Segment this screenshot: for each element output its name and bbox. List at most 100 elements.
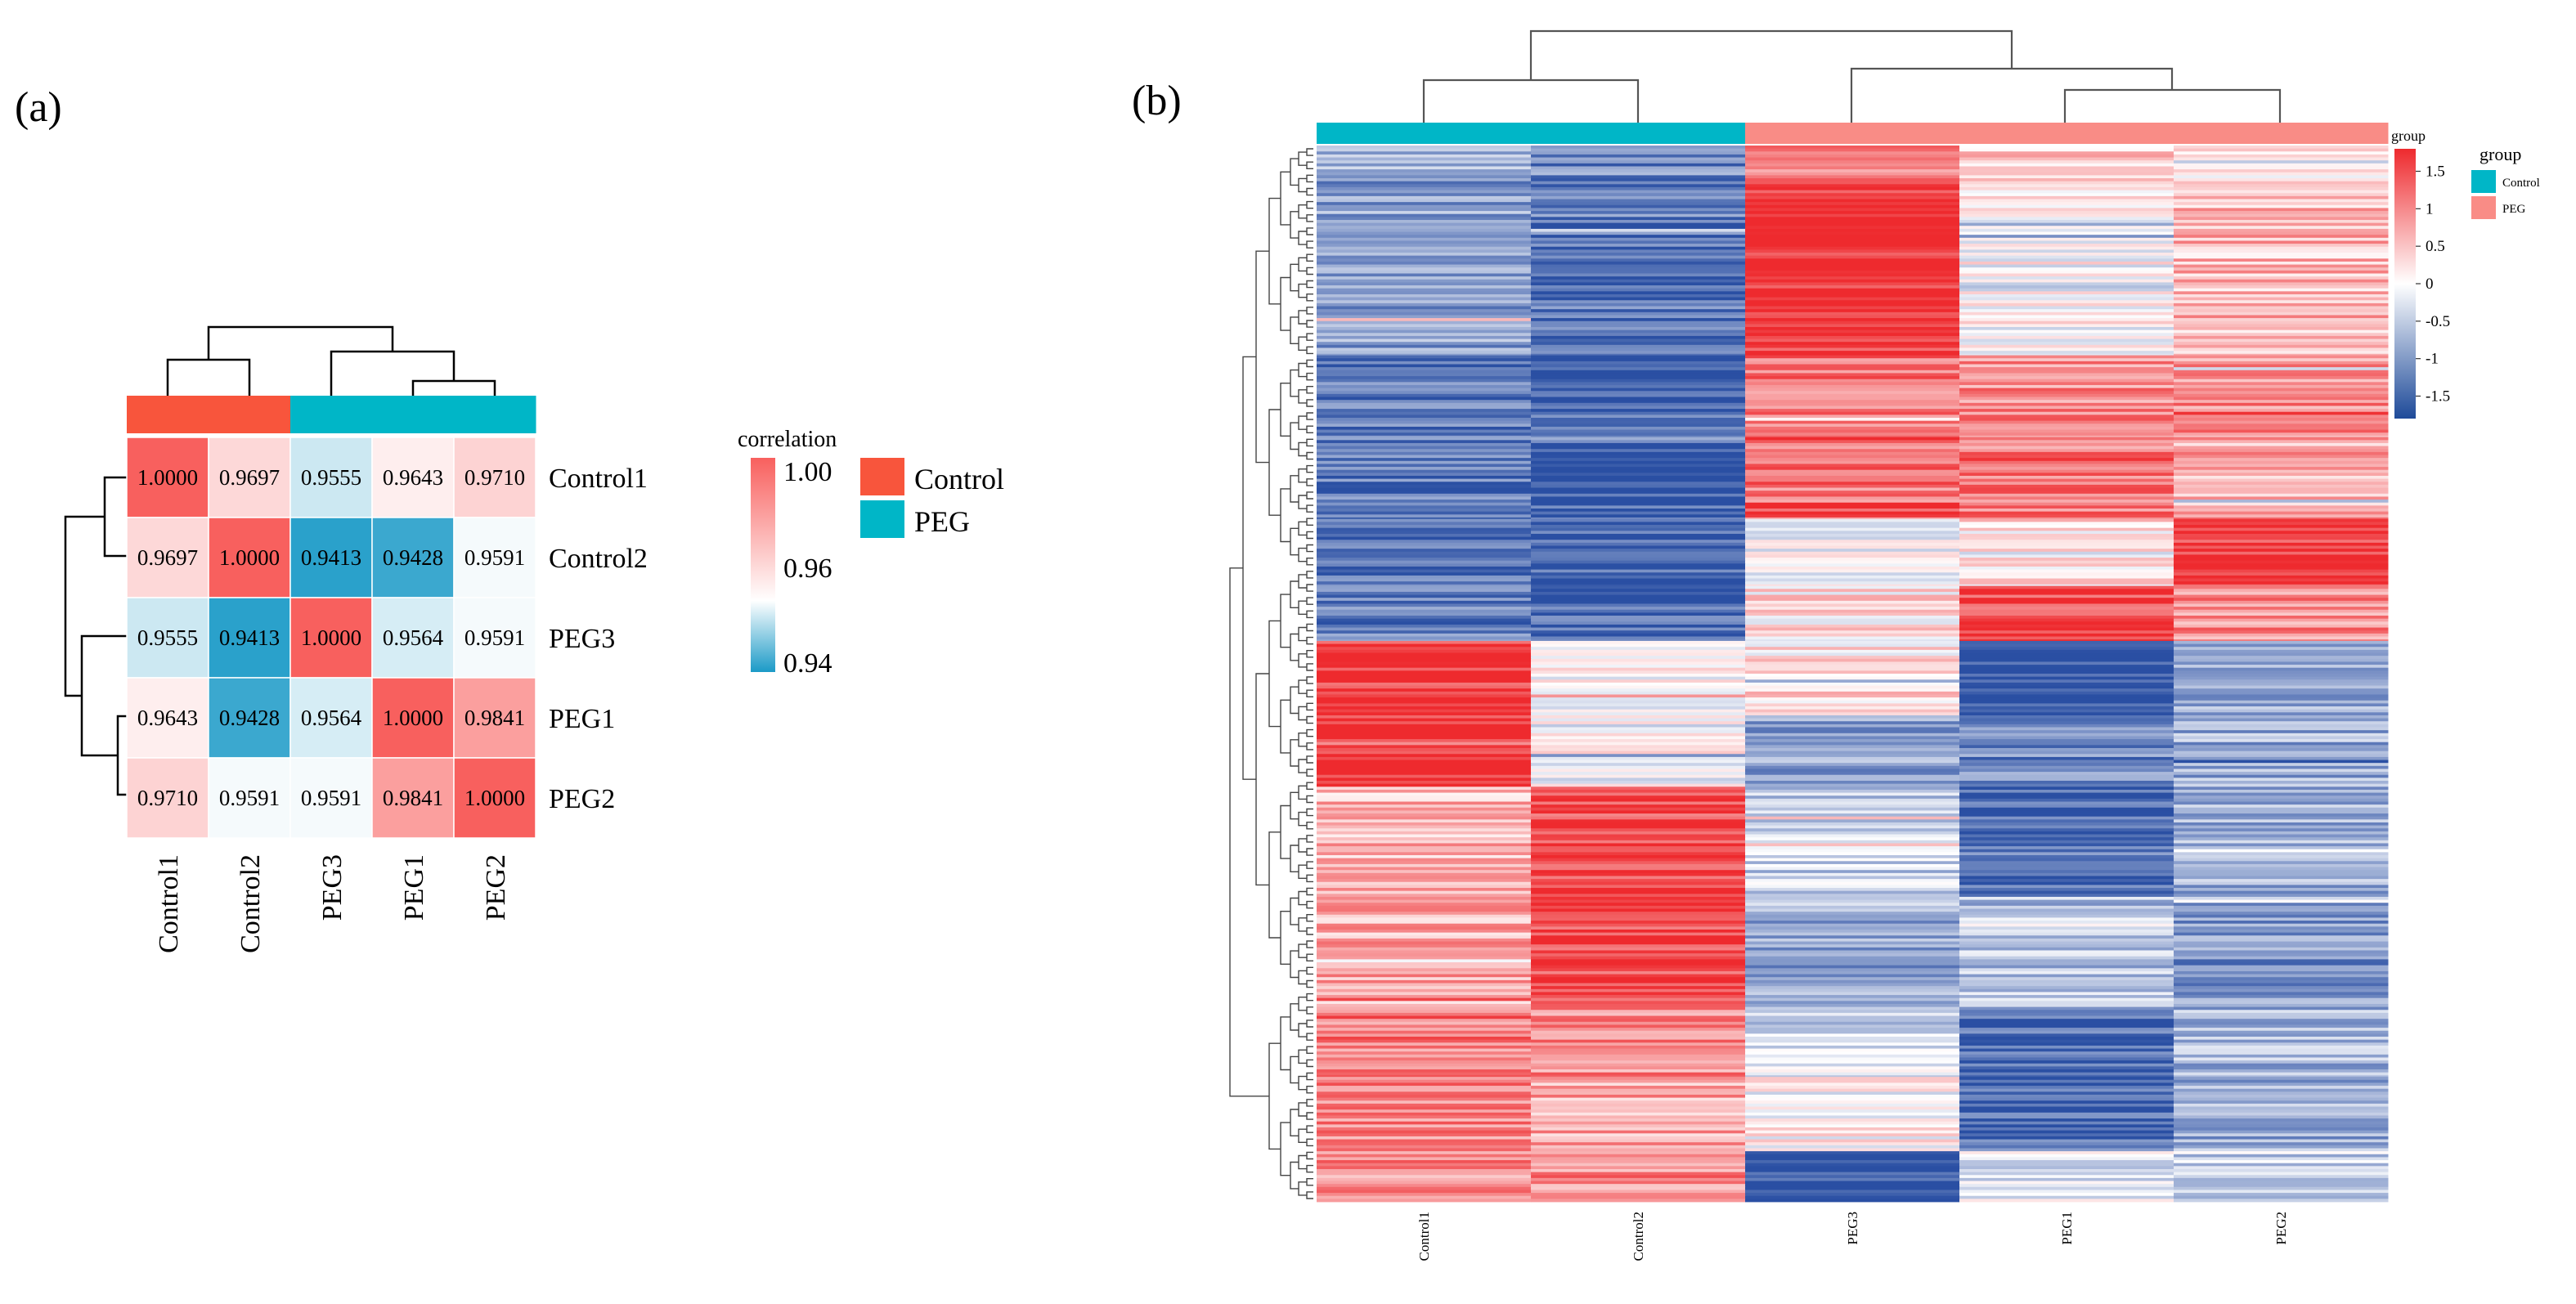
heatmap-stripe	[1531, 199, 1746, 203]
heatmap-stripe	[1745, 484, 1960, 488]
heatmap-stripe	[1745, 685, 1960, 689]
heatmap-stripe	[2174, 320, 2389, 325]
heatmap-cell	[126, 677, 209, 759]
heatmap-stripe	[1531, 496, 1746, 500]
heatmap-stripe	[1745, 801, 1960, 805]
heatmap-stripe	[1745, 496, 1960, 500]
heatmap-stripe	[1531, 327, 1746, 331]
heatmap-stripe	[1317, 1181, 1532, 1185]
heatmap-stripe	[1959, 302, 2174, 307]
heatmap-stripe	[2174, 473, 2389, 477]
heatmap-stripe	[2174, 411, 2389, 415]
heatmap-stripe	[1745, 890, 1960, 894]
heatmap-stripe	[2174, 807, 2389, 811]
heatmap-stripe	[1959, 522, 2174, 526]
heatmap-stripe	[1745, 1051, 1960, 1055]
heatmap-cell	[208, 437, 291, 518]
heatmap-stripe	[2174, 751, 2389, 755]
heatmap-stripe	[1745, 988, 1960, 993]
heatmap-stripe	[1317, 751, 1532, 755]
heatmap-stripe	[1531, 742, 1746, 746]
heatmap-stripe	[1959, 718, 2174, 722]
heatmap-stripe	[2174, 235, 2389, 239]
heatmap-stripe	[1959, 235, 2174, 239]
heatmap-stripe	[1317, 505, 1532, 509]
heatmap-stripe	[1531, 226, 1746, 230]
heatmap-stripe	[2174, 591, 2389, 595]
heatmap-stripe	[1959, 932, 2174, 936]
heatmap-stripe	[1959, 231, 2174, 235]
heatmap-stripe	[1745, 894, 1960, 898]
heatmap-stripe	[1317, 551, 1532, 555]
heatmap-stripe	[2174, 1151, 2389, 1155]
heatmap-stripe	[1745, 822, 1960, 827]
heatmap-stripe	[1745, 193, 1960, 197]
heatmap-stripe	[1745, 358, 1960, 362]
heatmap-stripe	[1745, 1015, 1960, 1019]
heatmap-stripe	[1531, 1075, 1746, 1078]
heatmap-stripe	[1317, 1015, 1532, 1019]
heatmap-stripe	[1745, 451, 1960, 455]
heatmap-stripe	[1745, 195, 1960, 199]
heatmap-stripe	[1317, 249, 1532, 253]
heatmap-stripe	[2174, 423, 2389, 428]
heatmap-stripe	[2174, 885, 2389, 889]
heatmap-stripe	[2174, 237, 2389, 241]
heatmap-stripe	[2174, 1127, 2389, 1131]
heatmap-stripe	[1959, 581, 2174, 585]
heatmap-stripe	[1745, 968, 1960, 972]
heatmap-stripe	[1959, 358, 2174, 362]
heatmap-stripe	[2174, 285, 2389, 289]
heatmap-stripe	[1531, 388, 1746, 392]
heatmap-stripe	[1959, 1075, 2174, 1078]
heatmap-stripe	[1317, 418, 1532, 422]
heatmap-stripe	[1745, 700, 1960, 704]
heatmap-stripe	[1745, 255, 1960, 259]
heatmap-stripe	[1745, 888, 1960, 892]
heatmap-stripe	[1531, 591, 1746, 595]
heatmap-stripe	[1317, 921, 1532, 925]
panel-b-group-bar	[1317, 123, 2389, 144]
heatmap-stripe	[1531, 253, 1746, 257]
heatmap-stripe	[1531, 810, 1746, 814]
heatmap-stripe	[1531, 798, 1746, 802]
heatmap-stripe	[2174, 1175, 2389, 1179]
heatmap-stripe	[1531, 440, 1746, 444]
heatmap-stripe	[1531, 926, 1746, 930]
heatmap-stripe	[2174, 291, 2389, 295]
heatmap-stripe	[1745, 715, 1960, 719]
heatmap-stripe	[2174, 1015, 2389, 1019]
heatmap-stripe	[1317, 974, 1532, 978]
heatmap-stripe	[1531, 1060, 1746, 1064]
heatmap-stripe	[1317, 831, 1532, 835]
heatmap-stripe	[1531, 863, 1746, 867]
heatmap-stripe	[1745, 736, 1960, 740]
heatmap-stripe	[1317, 691, 1532, 695]
heatmap-stripe	[1317, 493, 1532, 497]
heatmap-stripe	[1959, 607, 2174, 611]
heatmap-stripe	[1317, 302, 1532, 307]
heatmap-stripe	[1531, 1066, 1746, 1070]
heatmap-stripe	[1959, 291, 2174, 295]
heatmap-stripe	[2174, 1003, 2389, 1008]
heatmap-stripe	[1317, 533, 1532, 537]
heatmap-stripe	[1959, 1060, 2174, 1064]
heatmap-stripe	[1531, 297, 1746, 301]
heatmap-cell	[126, 757, 209, 839]
heatmap-stripe	[1531, 819, 1746, 823]
heatmap-cell	[289, 437, 373, 518]
heatmap-stripe	[2174, 822, 2389, 827]
heatmap-stripe	[1317, 676, 1532, 680]
heatmap-stripe	[1745, 458, 1960, 462]
heatmap-stripe	[1317, 446, 1532, 450]
heatmap-stripe	[1531, 636, 1746, 640]
group-bar-cell	[2174, 123, 2389, 144]
heatmap-stripe	[1745, 442, 1960, 446]
heatmap-stripe	[1745, 929, 1960, 934]
heatmap-stripe	[1745, 502, 1960, 506]
heatmap-stripe	[1531, 598, 1746, 602]
heatmap-stripe	[1959, 1019, 2174, 1023]
heatmap-stripe	[1531, 358, 1746, 362]
heatmap-stripe	[1531, 347, 1746, 352]
heatmap-stripe	[1745, 997, 1960, 1002]
